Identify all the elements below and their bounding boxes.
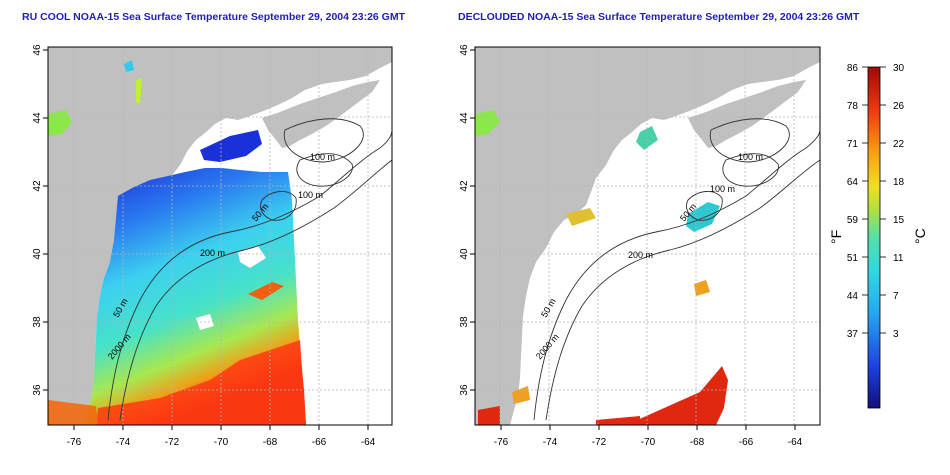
right-axes: -76 -74 -72 -70 -68 -66 -64 36 38 40 42 44 46 (459, 44, 803, 448)
fahrenheit-unit: °F (828, 230, 844, 244)
lon-tick-label: -74 (543, 437, 558, 448)
lon-tick-label: -72 (165, 437, 180, 448)
right-map (475, 47, 820, 425)
fahrenheit-tick-label: 59 (847, 215, 859, 226)
fahrenheit-tick-label: 71 (847, 139, 859, 150)
contours-right (533, 118, 820, 421)
left-map-frame (47, 46, 393, 426)
celsius-tick-label: 11 (893, 253, 904, 264)
celsius-tick-label: 3 (893, 329, 899, 340)
contour-label: 100 m (298, 190, 323, 200)
lat-tick-label: 38 (32, 316, 43, 328)
lat-tick-label: 36 (459, 384, 470, 396)
right-map-title: DECLOUDED NOAA-15 Sea Surface Temperatur… (458, 11, 860, 23)
lon-tick-label: -68 (690, 437, 705, 448)
lat-tick-label: 46 (459, 44, 470, 56)
celsius-unit: °C (912, 228, 928, 244)
graticule-left (48, 47, 392, 425)
fahrenheit-tick-label: 44 (847, 291, 859, 302)
fahrenheit-tick-label: 51 (847, 253, 859, 264)
celsius-tick-label: 26 (893, 101, 905, 112)
lon-tick-label: -76 (494, 437, 509, 448)
lat-tick-label: 46 (32, 44, 43, 56)
contour-label: 200 m (200, 248, 225, 258)
left-map (48, 47, 392, 425)
land-right (475, 47, 820, 425)
lon-tick-label: -64 (788, 437, 803, 448)
colorbar-ticks: 86 78 71 64 59 51 44 37 30 26 22 18 15 11 7 3 (847, 63, 905, 340)
land-left (48, 47, 392, 425)
celsius-tick-label: 18 (893, 177, 905, 188)
contour-label: 100 m (710, 184, 735, 194)
lat-tick-label: 38 (459, 316, 470, 328)
lon-tick-label: -72 (592, 437, 607, 448)
lat-tick-label: 44 (459, 112, 470, 124)
contours-left (107, 118, 392, 421)
fahrenheit-tick-label: 78 (847, 101, 859, 112)
lon-tick-label: -64 (361, 437, 376, 448)
lon-tick-label: -66 (312, 437, 327, 448)
colorbar (867, 66, 881, 409)
fahrenheit-tick-label: 37 (847, 329, 859, 340)
left-axes: -76 -74 -72 -70 -68 -66 -64 36 38 40 42 44 46 (32, 44, 376, 448)
celsius-tick-label: 30 (893, 63, 905, 74)
lon-tick-label: -68 (263, 437, 278, 448)
lat-tick-label: 42 (32, 180, 43, 192)
lon-tick-label: -76 (67, 437, 82, 448)
fahrenheit-tick-label: 86 (847, 63, 859, 74)
celsius-tick-label: 22 (893, 139, 905, 150)
lat-tick-label: 36 (32, 384, 43, 396)
contour-label: 200 m (628, 250, 653, 260)
left-map-title: RU COOL NOAA-15 Sea Surface Temperature … (22, 11, 406, 23)
lat-tick-label: 40 (459, 248, 470, 260)
lon-tick-label: -74 (116, 437, 131, 448)
lon-tick-label: -66 (739, 437, 754, 448)
contour-label: 100 m (310, 152, 335, 162)
lon-tick-label: -70 (214, 437, 229, 448)
lat-tick-label: 44 (32, 112, 43, 124)
lon-tick-label: -70 (641, 437, 656, 448)
lat-tick-label: 42 (459, 180, 470, 192)
celsius-tick-label: 7 (893, 291, 899, 302)
lat-tick-label: 40 (32, 248, 43, 260)
fahrenheit-tick-label: 64 (847, 177, 859, 188)
celsius-tick-label: 15 (893, 215, 905, 226)
contour-label: 100 m (738, 152, 763, 162)
graticule-right (475, 47, 820, 425)
